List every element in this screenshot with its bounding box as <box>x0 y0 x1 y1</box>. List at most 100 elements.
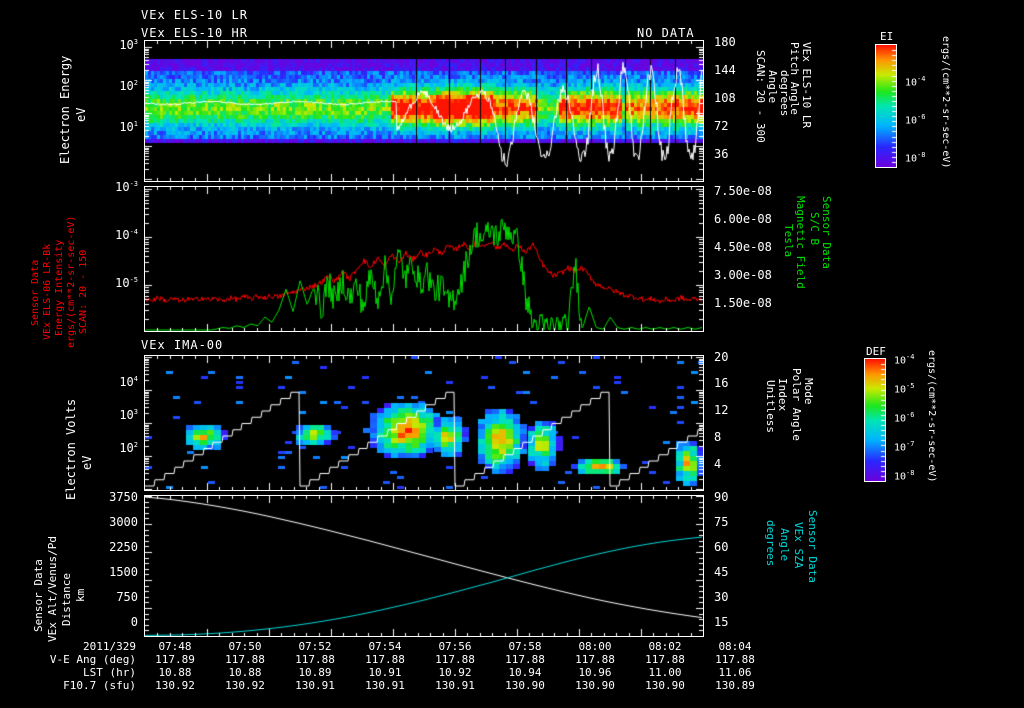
axis-tick-label: 103 <box>119 408 138 422</box>
panel3-colorbar-label: DEF <box>866 345 886 358</box>
table-cell: 130.92 <box>225 679 265 692</box>
table-cell: 130.91 <box>365 679 405 692</box>
panel1-colorbar[interactable] <box>875 44 897 168</box>
table-cell: 117.88 <box>645 653 685 666</box>
panel4-right-angle-label: Angle <box>778 528 791 562</box>
panel3-right-index-label: Index <box>776 378 789 412</box>
table-cell: 10.89 <box>298 666 332 679</box>
panel4-plot[interactable] <box>144 495 704 637</box>
table-cell: 07:54 <box>368 640 402 653</box>
axis-tick-label: 2250 <box>109 540 138 554</box>
colorbar-tick-label: 10-5 <box>894 382 915 396</box>
table-cell: 130.89 <box>715 679 755 692</box>
panel3-plot[interactable] <box>144 355 704 491</box>
axis-tick-label: 7.50e-08 <box>714 184 772 198</box>
panel3-colorbar[interactable] <box>864 358 886 482</box>
axis-tick-label: 30 <box>714 590 729 604</box>
table-cell: 130.90 <box>645 679 685 692</box>
axis-tick-label: 108 <box>714 91 736 105</box>
table-row: LST (hr) 10.88 10.88 10.89 10.91 10.92 10.94 10… <box>14 666 770 679</box>
panel3-colorbar-unit: ergs/(cm**2-sr-sec-eV) <box>926 350 937 483</box>
axis-tick-label: 12 <box>714 403 729 417</box>
panel1-colorbar-unit: ergs/(cm**2-sr-sec-eV) <box>940 36 951 169</box>
axis-tick-label: 90 <box>714 490 729 504</box>
colorbar-tick-label: 10-4 <box>894 353 915 367</box>
table-cell: 11.06 <box>718 666 752 679</box>
panel4-left-ticks: 3750 3000 2250 1500 750 0 <box>88 490 142 637</box>
axis-tick-label: 45 <box>714 565 729 579</box>
panel2-left-instrument: VEx ELS-06 LR-Bk <box>42 243 53 340</box>
table-cell: 117.88 <box>715 653 755 666</box>
table-row: 2011/329 07:48 07:50 07:52 07:54 07:56 07:58 08… <box>14 640 770 653</box>
panel3-colorbar-ticks: 10-4 10-5 10-6 10-7 10-8 <box>888 353 932 483</box>
panel2-left-ticks: 10-3 10-4 10-5 <box>96 180 142 332</box>
table-cell: 07:48 <box>158 640 192 653</box>
colorbar-tick-label: 10-8 <box>894 469 915 483</box>
axis-tick-label: 1500 <box>109 565 138 579</box>
axis-tick-label: 6.00e-08 <box>714 212 772 226</box>
table-cell: 07:52 <box>298 640 332 653</box>
panel1-colorbar-label: EI <box>880 30 894 43</box>
panel2-left-scan: SCAN: 20 - 150 <box>78 249 89 334</box>
panel2-right-quantity: Magnetic Field <box>794 196 807 289</box>
table-cell: 11.00 <box>648 666 682 679</box>
colorbar-tick-label: 10-7 <box>894 440 915 454</box>
panel4-left-instrument: VEx Alt/Venus/Pd <box>46 536 59 642</box>
axis-tick-label: 75 <box>714 515 729 529</box>
table-cell: 117.88 <box>225 653 265 666</box>
axis-tick-label: 3.00e-08 <box>714 268 772 282</box>
panel1-left-axis-unit: eV <box>74 107 88 123</box>
colorbar-tick-label: 10-6 <box>905 113 926 127</box>
panel1-right-axis-scan: SCAN: 20 - 300 <box>754 50 767 143</box>
table-cell: 07:50 <box>228 640 262 653</box>
panel1-title-hr: VEx ELS-10 HR <box>141 26 248 40</box>
panel1-right-axis-quantity: Angle <box>766 70 779 104</box>
panel1-right-ticks: 180 144 108 72 36 <box>706 35 752 182</box>
table-row-label: F10.7 (sfu) <box>63 679 136 692</box>
table-cell: 130.91 <box>435 679 475 692</box>
panel3-left-ticks: 104 103 102 <box>98 355 142 491</box>
axis-tick-label: 144 <box>714 63 736 77</box>
panel2-plot[interactable] <box>144 186 704 332</box>
table-cell: 08:02 <box>648 640 682 653</box>
panel4-left-quantity: Distance <box>60 573 73 626</box>
axis-tick-label: 10-4 <box>115 228 138 242</box>
panel1-right-axis-unit: degrees <box>778 70 791 117</box>
axis-tick-label: 8 <box>714 430 722 444</box>
table-cell: 130.92 <box>155 679 195 692</box>
axis-tick-label: 4.50e-08 <box>714 240 772 254</box>
table-cell: 130.90 <box>575 679 615 692</box>
axis-tick-label: 10-3 <box>115 180 138 194</box>
panel1-plot[interactable] <box>144 40 704 182</box>
panel1-colorbar-ticks: 10-4 10-6 10-8 <box>899 44 943 168</box>
panel1-right-axis-sublabel: VEx ELS-10 LR <box>800 42 813 129</box>
table-cell: 07:56 <box>438 640 472 653</box>
axis-tick-label: 102 <box>119 79 138 93</box>
panel3-left-axis-label: Electron Volts <box>64 398 78 500</box>
axis-tick-label: 10-5 <box>115 276 138 290</box>
colorbar-tick-label: 10-8 <box>905 151 926 165</box>
table-row: F10.7 (sfu) 130.92 130.92 130.91 130.91 130.9… <box>14 679 770 692</box>
axis-tick-label: 3000 <box>109 515 138 529</box>
panel4-right-unit: degrees <box>764 520 777 567</box>
panel4-left-unit: km <box>74 588 87 602</box>
bottom-data-table: 2011/329 07:48 07:50 07:52 07:54 07:56 07:58 08… <box>14 640 770 692</box>
panel1-left-ticks: 103 102 101 <box>98 38 142 182</box>
axis-tick-label: 4 <box>714 457 722 471</box>
panel4-right-sensor-data: Sensor Data <box>806 510 819 583</box>
panel3-right-mode-label: Mode <box>802 378 815 405</box>
table-cell: 10.92 <box>438 666 472 679</box>
panel2-left-quantity: Energy Intensity <box>54 239 65 336</box>
table-cell: 117.88 <box>365 653 405 666</box>
panel2-left-sensor-data: Sensor Data <box>30 259 41 326</box>
panel2-right-source: S/C B <box>808 212 821 246</box>
panel1-no-data-label: NO DATA <box>637 26 695 40</box>
axis-tick-label: 16 <box>714 376 729 390</box>
table-cell: 10.96 <box>578 666 612 679</box>
panel2-right-sensor-data: Sensor Data <box>820 196 833 269</box>
panel3-right-ticks: 20 16 12 8 4 <box>706 350 746 491</box>
panel1-title-lr: VEx ELS-10 LR <box>141 8 248 22</box>
table-cell: 117.88 <box>435 653 475 666</box>
axis-tick-label: 3750 <box>109 490 138 504</box>
colorbar-tick-label: 10-6 <box>894 411 915 425</box>
